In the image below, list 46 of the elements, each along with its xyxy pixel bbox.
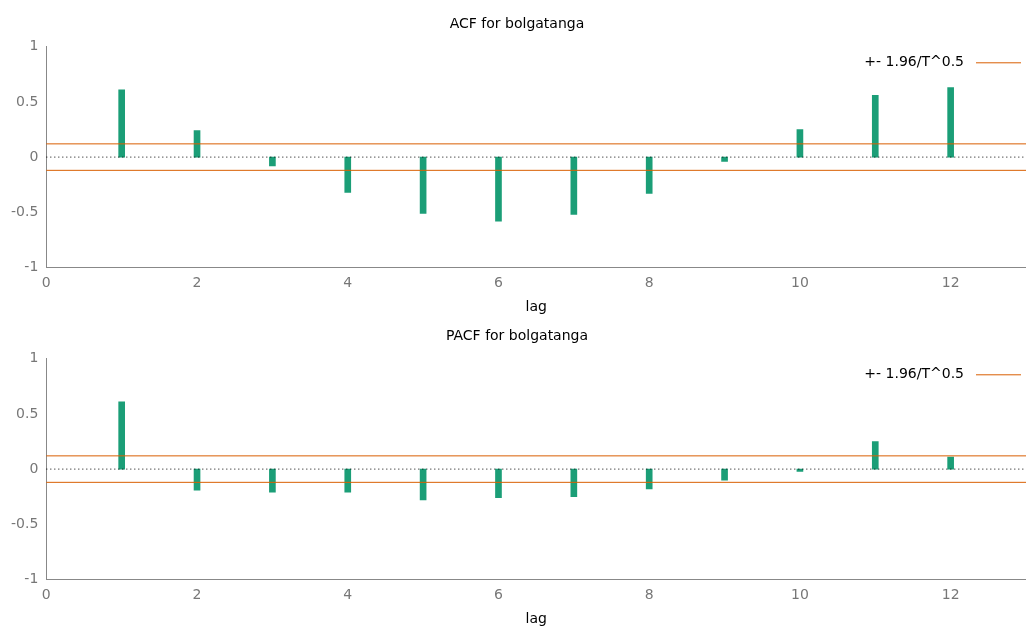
bar [871,95,879,158]
bar [645,468,653,490]
bar [344,156,352,193]
bar [118,401,126,470]
x-tick-label: 4 [343,274,353,291]
x-tick-label: 2 [192,274,202,291]
chart-title: ACF for bolgatanga [449,15,585,32]
y-tick-label: -0.5 [10,514,39,531]
bar [269,156,276,167]
bar [721,156,728,162]
chart-title: PACF for bolgatanga [445,327,589,344]
y-tick-label: -1 [24,258,39,275]
x-tick-label: 12 [941,586,960,603]
bar [118,89,126,158]
x-tick-label: 2 [192,586,202,603]
bar [947,87,954,158]
x-tick-label: 4 [343,586,353,603]
bar [721,468,728,481]
legend-label: +- 1.96/T^0.5 [864,365,964,382]
bar [645,156,653,194]
x-tick-label: 8 [644,274,654,291]
y-tick-label: 0.5 [16,92,39,109]
bar [269,468,276,493]
x-tick-label: 0 [41,586,51,603]
bar [344,468,352,493]
y-tick-label: -1 [24,570,39,587]
y-tick-label: 0.5 [16,404,39,421]
y-tick-label: 0 [29,147,39,164]
y-tick-label: 1 [29,349,39,366]
bar [871,441,879,470]
y-tick-label: -0.5 [10,202,39,219]
y-tick-label: 1 [29,37,39,54]
x-tick-label: 0 [41,274,51,291]
bar [947,456,954,470]
x-axis-title: lag [525,298,547,315]
x-axis-title: lag [525,610,547,627]
x-tick-label: 12 [941,274,960,291]
x-tick-label: 6 [494,274,504,291]
bar [495,156,502,222]
y-tick-label: 0 [29,459,39,476]
x-tick-label: 10 [791,274,809,291]
x-tick-label: 6 [494,586,504,603]
x-tick-label: 8 [644,586,654,603]
bar [495,468,502,499]
x-tick-label: 10 [791,586,809,603]
legend-label: +- 1.96/T^0.5 [864,53,964,70]
